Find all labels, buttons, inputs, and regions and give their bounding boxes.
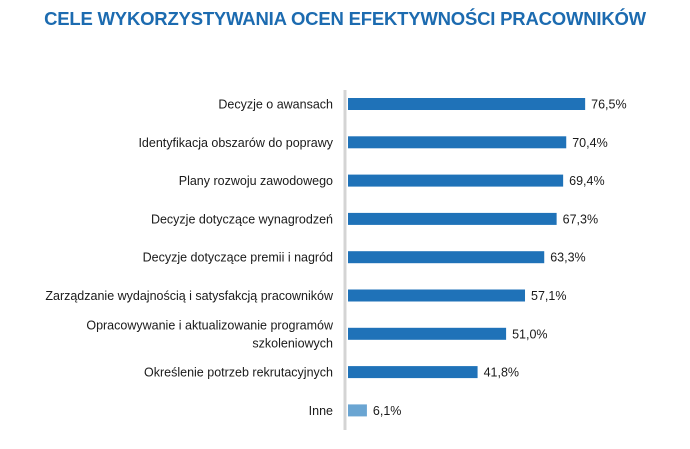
data-label: 6,1% — [373, 404, 402, 418]
data-label: 57,1% — [531, 289, 566, 303]
category-label: Decyzje dotyczące premii i nagród — [143, 251, 333, 265]
chart-title: CELE WYKORZYSTYWANIA OCEN EFEKTYWNOŚCI P… — [44, 8, 646, 29]
category-label: Zarządzanie wydajnością i satysfakcją pr… — [45, 289, 334, 303]
bar — [348, 212, 557, 225]
data-label: 76,5% — [591, 98, 626, 112]
bar — [348, 174, 564, 187]
bar — [348, 251, 545, 264]
bar — [348, 404, 367, 417]
bar — [348, 366, 478, 379]
category-label: Opracowywanie i aktualizowanie programów — [86, 318, 334, 332]
category-label: szkoleniowych — [252, 336, 333, 350]
data-label: 67,3% — [563, 212, 598, 226]
bar — [348, 98, 586, 110]
data-label: 63,3% — [550, 251, 585, 265]
data-label: 41,8% — [484, 366, 519, 380]
category-label: Plany rozwoju zawodowego — [179, 174, 333, 188]
category-label: Decyzje dotyczące wynagrodzeń — [151, 212, 333, 226]
category-label: Określenie potrzeb rekrutacyjnych — [144, 366, 333, 380]
bar — [348, 327, 507, 340]
data-label: 51,0% — [512, 327, 547, 341]
category-label: Inne — [309, 404, 333, 418]
data-label: 70,4% — [572, 136, 607, 150]
bar — [348, 289, 526, 302]
bar — [348, 136, 567, 149]
data-label: 69,4% — [569, 174, 604, 188]
category-label: Identyfikacja obszarów do poprawy — [138, 136, 333, 150]
category-label: Decyzje o awansach — [218, 98, 333, 112]
